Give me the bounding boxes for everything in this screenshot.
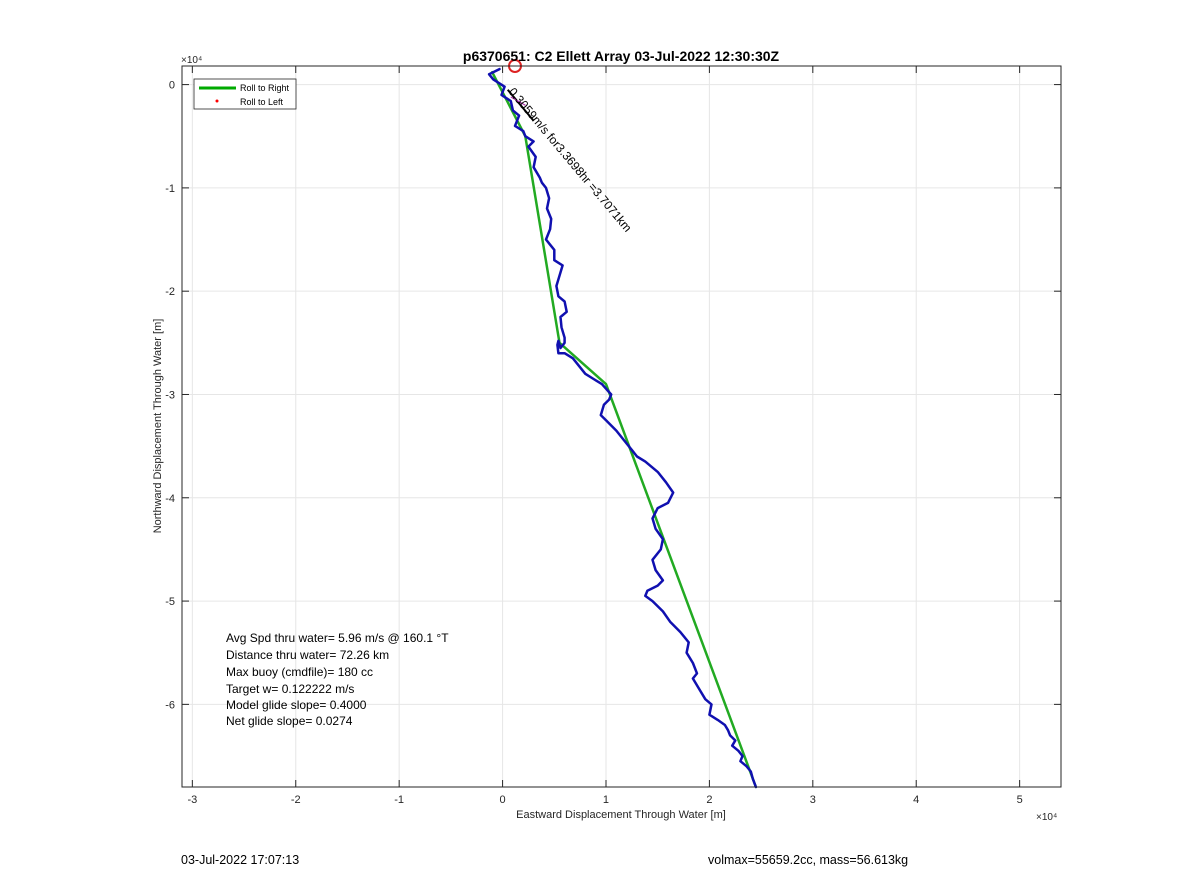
y-tick-label: -2: [165, 286, 175, 298]
current-vector-marker: [510, 96, 526, 106]
legend-label-roll-right: Roll to Right: [240, 83, 290, 93]
y-tick-label: -5: [165, 596, 175, 608]
stat-target-w: Target w= 0.122222 m/s: [226, 682, 354, 696]
y-exponent-label: ×10⁴: [181, 55, 202, 66]
x-axis-label: Eastward Displacement Through Water [m]: [516, 809, 726, 821]
footer-vol-mass: volmax=55659.2cc, mass=56.613kg: [708, 853, 909, 867]
y-tick-label: -1: [165, 183, 175, 195]
legend-swatch-roll-left: [215, 99, 219, 103]
stat-avg-speed: Avg Spd thru water= 5.96 m/s @ 160.1 °T: [226, 631, 449, 645]
x-tick-label: -2: [291, 794, 301, 806]
x-tick-label: 0: [500, 794, 506, 806]
y-tick-label: -6: [165, 699, 175, 711]
x-tick-label: 3: [810, 794, 816, 806]
stat-net-glide-slope: Net glide slope= 0.0274: [226, 714, 353, 728]
y-tick-label: -4: [165, 493, 175, 505]
stats-block: Avg Spd thru water= 5.96 m/s @ 160.1 °T …: [226, 631, 449, 728]
series-layer: [487, 67, 758, 789]
plot-frame: [181, 65, 1062, 788]
legend-label-roll-left: Roll to Left: [240, 97, 284, 107]
chart-title: p6370651: C2 Ellett Array 03-Jul-2022 12…: [463, 48, 780, 64]
axis-ticks: -3 -2 -1 0 1 2 3 4 5 0 -1 -2 -3 -4 -5 -6: [165, 66, 1061, 806]
legend: Roll to Right Roll to Left: [193, 78, 297, 110]
x-tick-label: 5: [1017, 794, 1023, 806]
x-tick-label: 4: [913, 794, 919, 806]
grid-lines: [182, 66, 1061, 787]
x-tick-label: -3: [187, 794, 197, 806]
x-exponent-label: ×10⁴: [1036, 812, 1057, 823]
y-tick-label: -3: [165, 389, 175, 401]
y-axis-label: Northward Displacement Through Water [m]: [152, 319, 164, 534]
stat-max-buoy: Max buoy (cmdfile)= 180 cc: [226, 665, 373, 679]
stat-distance: Distance thru water= 72.26 km: [226, 648, 389, 662]
series-track-line: [487, 67, 758, 789]
x-tick-label: 2: [706, 794, 712, 806]
footer-timestamp: 03-Jul-2022 17:07:13: [181, 853, 300, 867]
current-vector: [506, 89, 535, 122]
y-tick-label: 0: [169, 80, 175, 92]
stat-model-glide-slope: Model glide slope= 0.4000: [226, 698, 367, 712]
legend-box: [193, 78, 297, 110]
x-tick-label: -1: [394, 794, 404, 806]
x-tick-label: 1: [603, 794, 609, 806]
